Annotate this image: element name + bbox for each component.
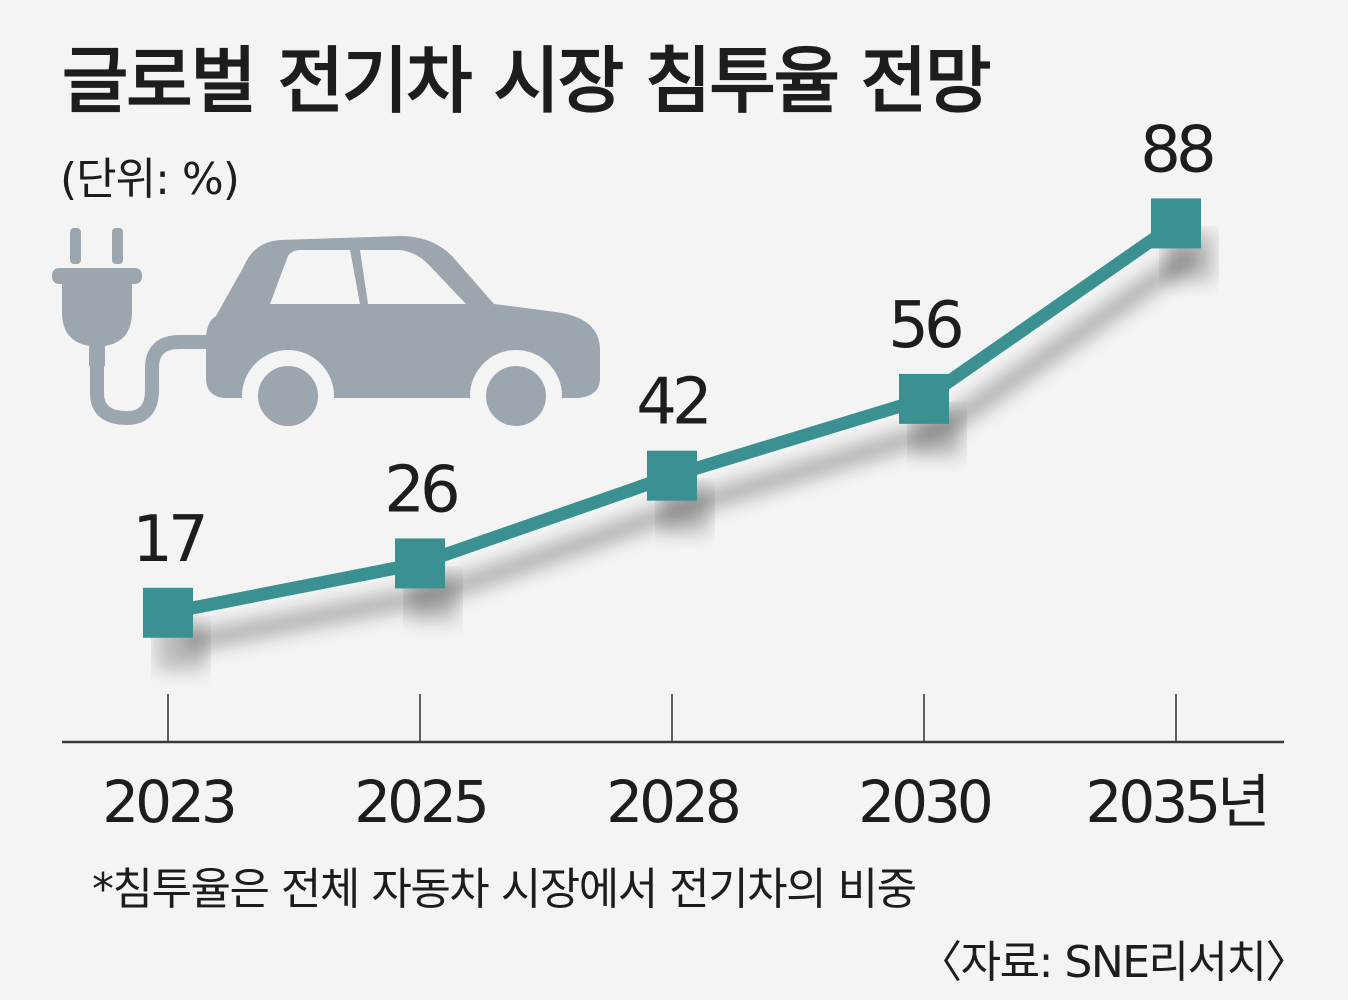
x-tick-label: 2035년	[1086, 768, 1267, 836]
series-line-group	[143, 198, 1201, 638]
data-label: 56	[888, 289, 961, 363]
car-icon	[206, 236, 600, 442]
x-tick-label: 2028	[606, 768, 738, 836]
line-chart: 2023 2025 2028 2030 2035년 17 26 42 56 88	[62, 113, 1284, 836]
x-tick-label: 2023	[102, 768, 234, 836]
data-label: 26	[384, 453, 457, 527]
data-point-marker	[143, 587, 193, 638]
data-point-marker	[899, 373, 949, 424]
data-label: 42	[636, 366, 707, 440]
data-label: 17	[132, 503, 204, 577]
source-label: 〈자료: SNE리서치〉	[918, 937, 1309, 988]
data-point-marker	[395, 538, 445, 589]
x-tick-label: 2025	[354, 768, 486, 836]
data-point-marker	[1151, 198, 1201, 249]
x-axis: 2023 2025 2028 2030 2035년	[62, 694, 1284, 836]
chart-title: 글로벌 전기차 시장 침투율 전망	[62, 39, 991, 123]
unit-label: (단위: %)	[60, 154, 240, 205]
ev-illustration	[52, 228, 600, 442]
x-tick-label: 2030	[858, 768, 991, 836]
data-label: 88	[1140, 113, 1213, 187]
cord-icon	[90, 335, 225, 426]
data-point-marker	[647, 450, 697, 501]
data-labels: 17 26 42 56 88	[132, 113, 1218, 577]
footnote: *침투율은 전체 자동차 시장에서 전기차의 비중	[92, 864, 917, 915]
